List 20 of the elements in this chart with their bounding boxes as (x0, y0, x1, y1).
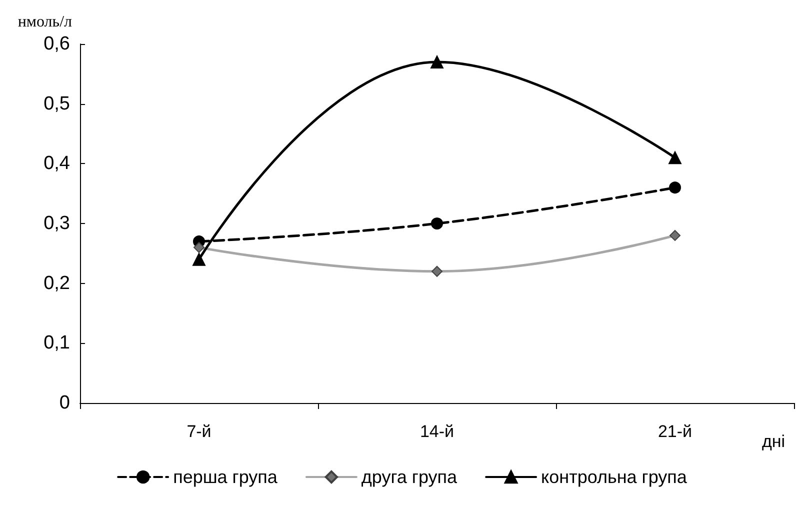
y-tick-label: 0,1 (44, 332, 70, 354)
legend-label: контрольна група (541, 467, 688, 487)
point (668, 151, 682, 164)
y-tick-label: 0 (59, 392, 70, 414)
point (431, 218, 443, 230)
legend-label: перша група (173, 467, 278, 487)
point (669, 182, 681, 194)
y-tick-label: 0,3 (44, 213, 70, 234)
y-tick-label: 0,5 (44, 93, 70, 114)
x-tick-label: 21-й (658, 422, 692, 441)
y-axis-title: нмоль/л (18, 14, 72, 30)
y-tick-label: 0,6 (44, 34, 70, 54)
point (192, 252, 206, 266)
point (430, 55, 444, 68)
x-tick-label: 14-й (420, 422, 454, 441)
x-axis-title: дні (762, 432, 786, 451)
y-tick-label: 0,2 (44, 272, 70, 294)
y-tick-label: 0,4 (44, 153, 70, 174)
legend-label: друга група (361, 467, 458, 487)
x-tick-label: 7-й (186, 422, 212, 441)
